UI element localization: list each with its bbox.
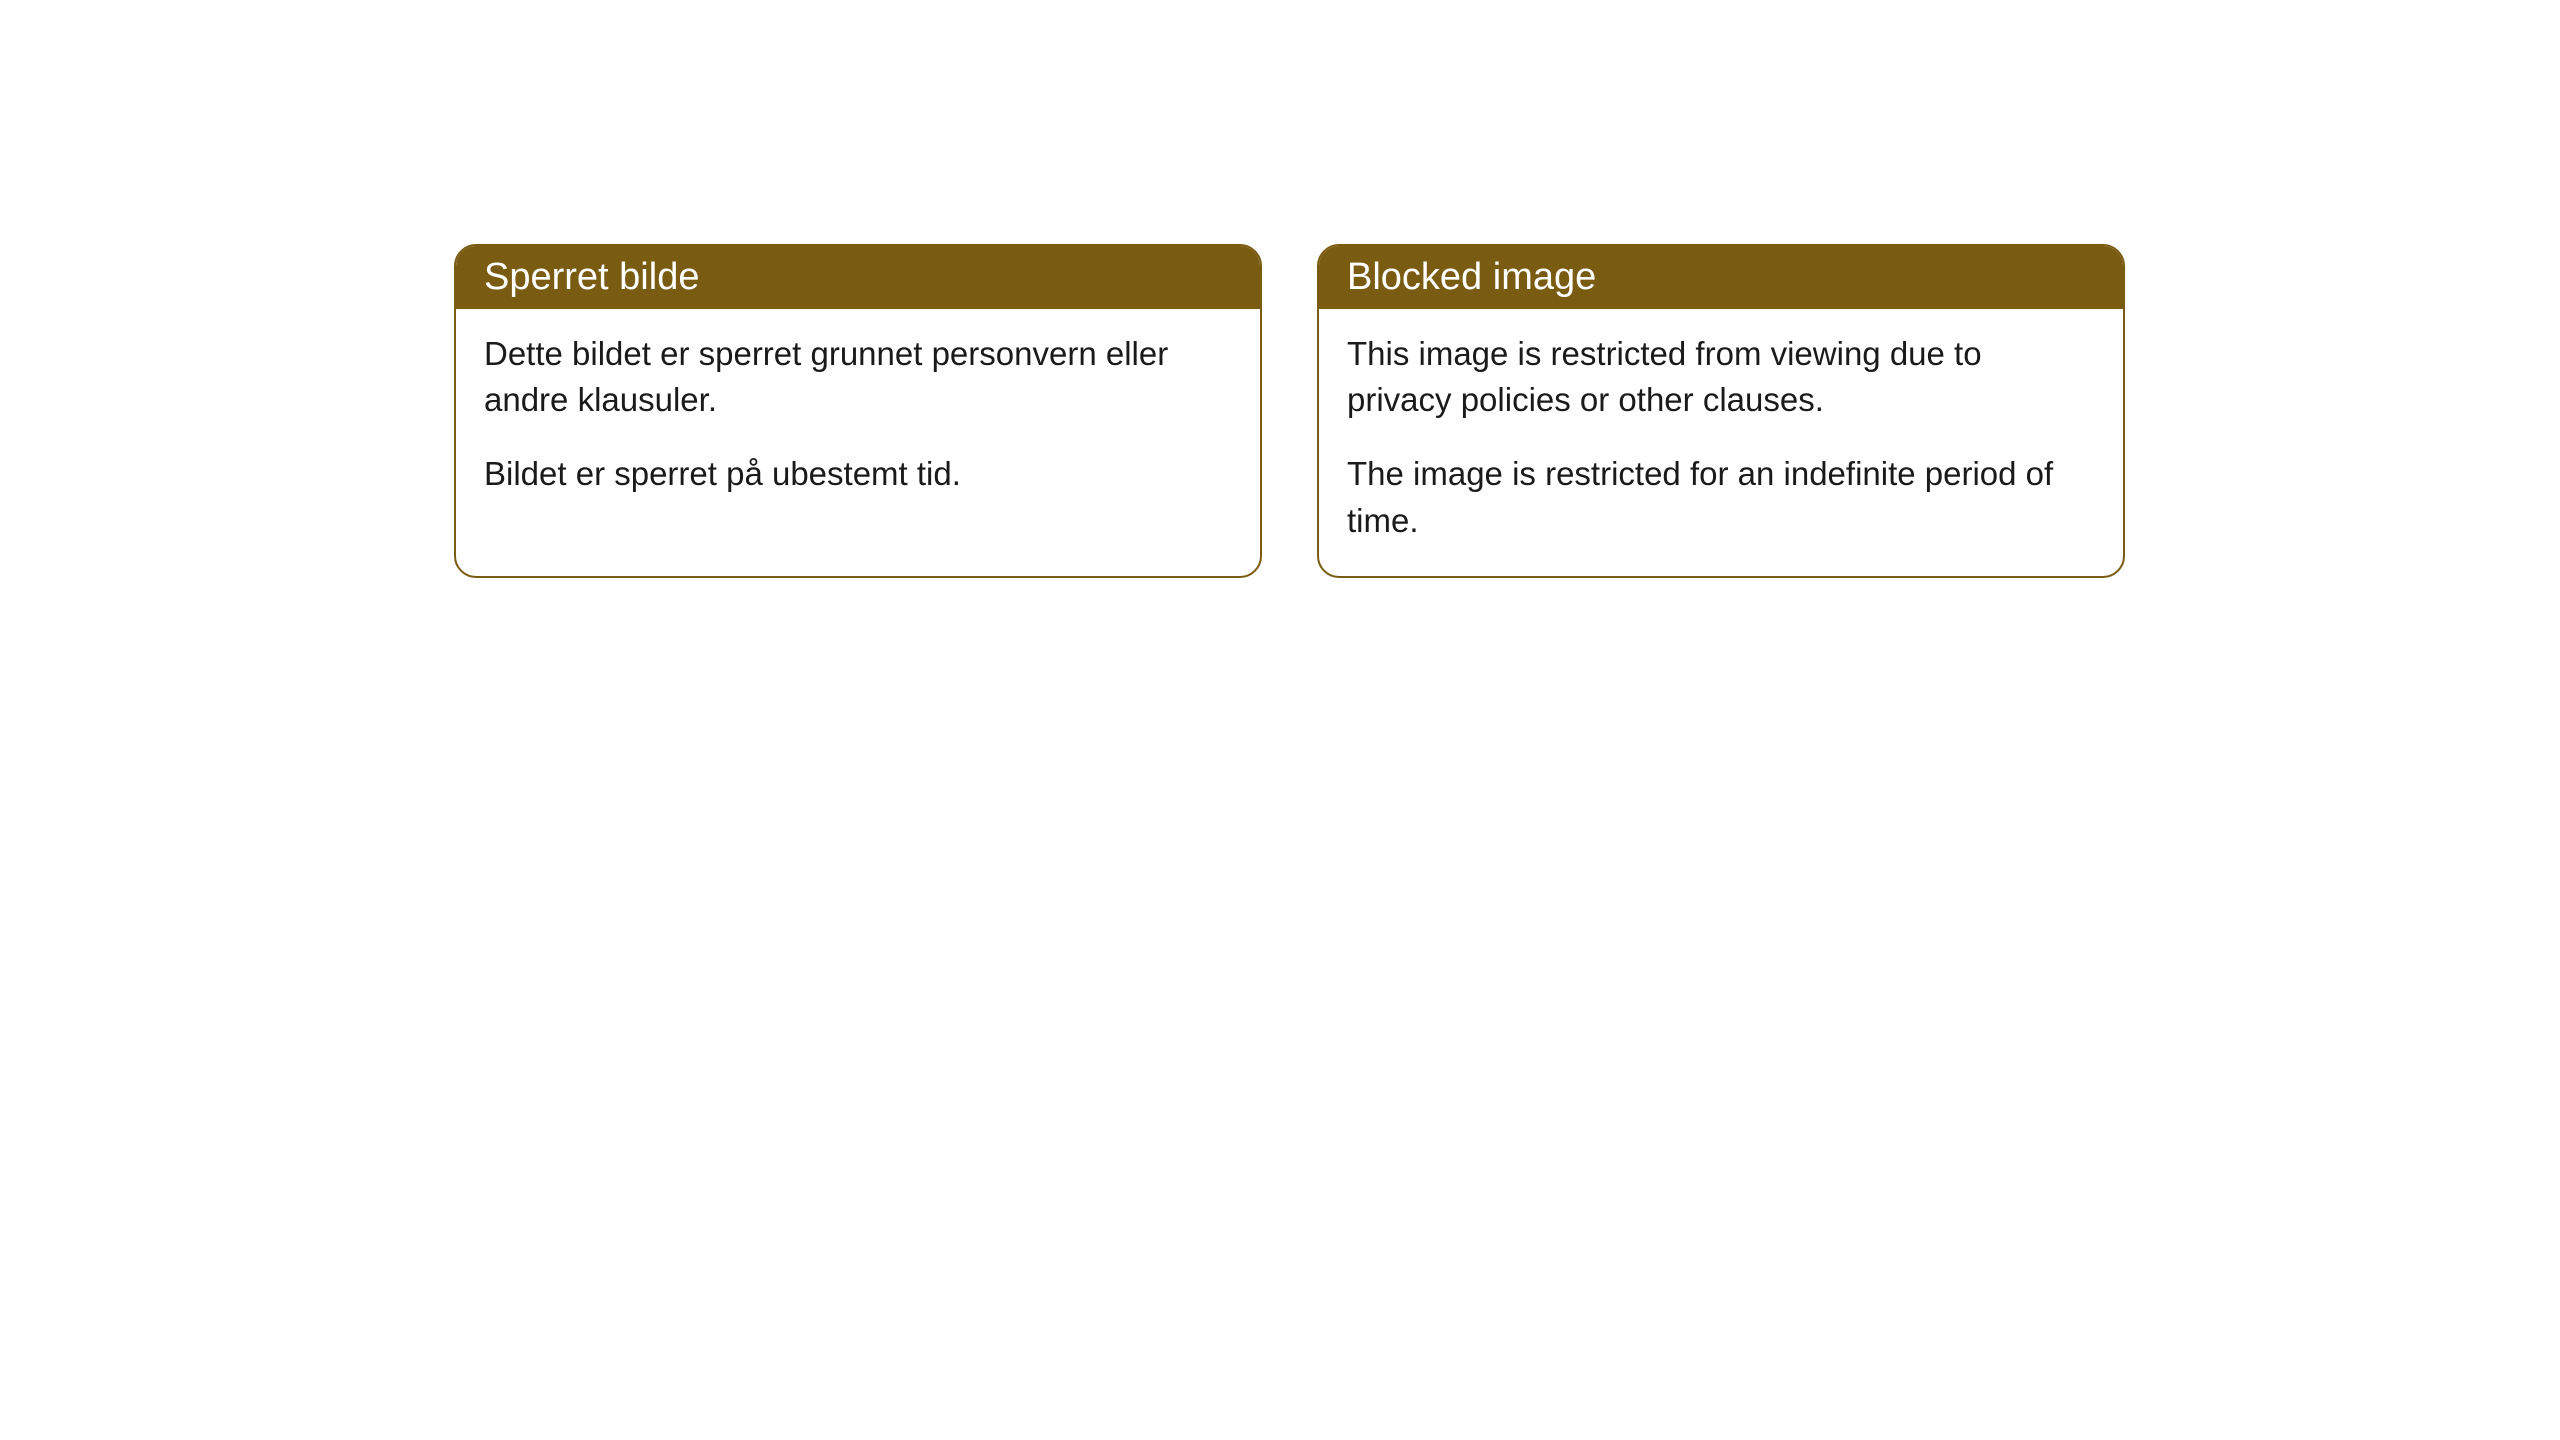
card-paragraph: The image is restricted for an indefinit… bbox=[1347, 451, 2095, 543]
blocked-image-card-english: Blocked image This image is restricted f… bbox=[1317, 244, 2125, 578]
notification-cards-container: Sperret bilde Dette bildet er sperret gr… bbox=[454, 244, 2560, 578]
card-header: Sperret bilde bbox=[456, 246, 1260, 309]
card-title: Blocked image bbox=[1347, 256, 1596, 298]
card-paragraph: Dette bildet er sperret grunnet personve… bbox=[484, 331, 1232, 423]
card-paragraph: Bildet er sperret på ubestemt tid. bbox=[484, 451, 1232, 497]
blocked-image-card-norwegian: Sperret bilde Dette bildet er sperret gr… bbox=[454, 244, 1262, 578]
card-paragraph: This image is restricted from viewing du… bbox=[1347, 331, 2095, 423]
card-body: This image is restricted from viewing du… bbox=[1319, 309, 2123, 576]
card-title: Sperret bilde bbox=[484, 256, 699, 298]
card-body: Dette bildet er sperret grunnet personve… bbox=[456, 309, 1260, 530]
card-header: Blocked image bbox=[1319, 246, 2123, 309]
